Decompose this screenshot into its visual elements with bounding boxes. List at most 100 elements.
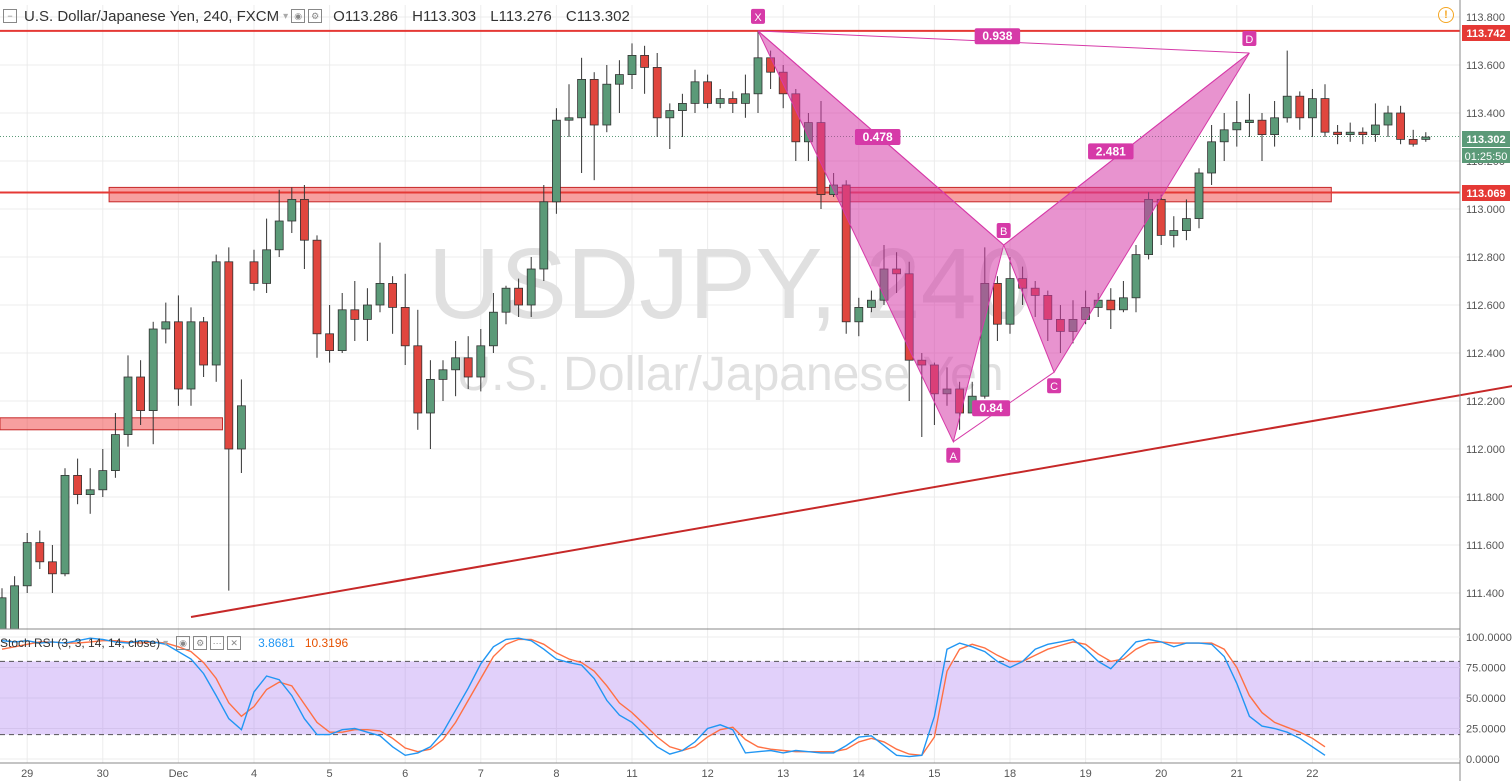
trendline[interactable] [190, 377, 1512, 618]
collapse-icon[interactable]: − [3, 9, 17, 23]
time-tick-label: 14 [853, 768, 865, 780]
bull-candle [577, 79, 586, 119]
bull-candle [1245, 119, 1254, 123]
time-tick-label: 13 [777, 768, 789, 780]
bull-candle [274, 220, 284, 251]
bear-candle [1396, 112, 1405, 140]
indicator-name[interactable]: Stoch RSI (3, 3, 14, 14, close) [0, 636, 161, 650]
high-value: H113.303 [412, 7, 477, 25]
price-tick-label: 113.600 [1466, 60, 1505, 72]
price-tick-label: 112.000 [1466, 444, 1505, 456]
bear-candle [299, 198, 309, 241]
indicator-tick-label: 75.0000 [1466, 663, 1506, 675]
chevron-down-icon[interactable]: ▾ [283, 10, 289, 22]
chevron-down-icon[interactable]: ▾ [163, 637, 169, 649]
d-value: 10.3196 [304, 636, 349, 650]
bear-candle [1295, 95, 1305, 119]
bull-candle [161, 321, 171, 330]
bear-candle [388, 282, 398, 308]
ohlc-values: O113.286 H113.303 L113.276 C113.302 [333, 8, 640, 25]
pattern-point-label: B [1000, 226, 1007, 238]
chart-header: − U.S. Dollar/Japanese Yen, 240, FXCM ▾ … [0, 0, 640, 32]
bull-candle [375, 282, 385, 306]
stoch-rsi-pane: 100.0000 75.0000 50.0000 25.0000 0.0000 [0, 632, 1512, 766]
time-tick-label: 5 [327, 768, 333, 780]
bull-candle [476, 345, 486, 378]
harmonic-pattern[interactable]: X A B C D 0.938 0.478 0.84 2.481 [751, 8, 1257, 463]
bull-candle [22, 542, 32, 587]
pattern-point-a-box [946, 447, 961, 463]
settings-icon[interactable]: ⚙ [193, 636, 208, 650]
time-axis: 29 30 Dec 4 5 6 7 8 11 12 13 14 15 18 19 20 21 22 [0, 762, 1460, 780]
current-price-badge [1462, 131, 1510, 147]
bull-candle [1270, 117, 1279, 136]
countdown-badge [1462, 148, 1510, 163]
bull-candle [539, 201, 549, 270]
close-icon[interactable]: ✕ [227, 636, 242, 650]
bear-candle [1106, 299, 1116, 311]
pattern-ratio-label: 2.481 [1096, 144, 1126, 158]
bull-candle [85, 489, 95, 495]
bear-candle [640, 55, 649, 68]
time-tick-label: 18 [1004, 768, 1016, 780]
pattern-point-x-box [751, 8, 765, 24]
bear-candle [463, 357, 473, 378]
bear-candle [728, 98, 738, 104]
bear-candle [199, 321, 209, 366]
pattern-point-label: A [950, 451, 958, 463]
bull-candle [1131, 254, 1141, 299]
support-resistance-zones [0, 186, 1332, 431]
price-tick-label: 111.600 [1466, 540, 1504, 552]
bull-candle [526, 268, 536, 306]
bull-candle [148, 328, 158, 411]
price-tick-label: 112.600 [1466, 300, 1505, 312]
open-value: O113.286 [333, 7, 398, 25]
indicator-header: Stoch RSI (3, 3, 14, 14, close) ▾ ◉ ⚙ ⋯ … [0, 636, 348, 650]
bull-candle [488, 311, 498, 347]
time-tick-label: 8 [553, 768, 559, 780]
time-tick-label: 29 [21, 768, 33, 780]
time-tick-label: 21 [1231, 768, 1243, 780]
bull-candle [615, 74, 624, 85]
bull-candle [111, 434, 120, 472]
bear-candle [652, 67, 662, 119]
bear-candle [400, 306, 410, 347]
alert-icon[interactable]: ! [1438, 7, 1454, 23]
pattern-point-label: D [1245, 34, 1253, 46]
time-tick-label: 6 [402, 768, 408, 780]
eye-icon[interactable]: ◉ [291, 9, 306, 23]
bull-candle [60, 474, 70, 575]
horizontal-levels[interactable] [0, 29, 1460, 194]
bull-candle [741, 93, 750, 104]
bear-candle [249, 261, 259, 284]
eye-icon[interactable]: ◉ [176, 636, 191, 650]
bear-candle [35, 542, 45, 563]
settings-icon[interactable]: ⚙ [308, 9, 323, 23]
bear-candle [1156, 198, 1166, 236]
trendline-segment [190, 385, 1512, 618]
bull-candle [451, 357, 461, 371]
symbol-title[interactable]: U.S. Dollar/Japanese Yen, 240, FXCM [24, 7, 280, 25]
pattern-point-label: C [1050, 381, 1058, 393]
bull-candle [236, 405, 246, 450]
bear-candle [589, 79, 599, 126]
indicator-tick-label: 25.0000 [1466, 724, 1506, 736]
bull-candle [98, 470, 108, 491]
bear-candle [1257, 119, 1267, 135]
time-tick-label: 11 [626, 768, 637, 780]
bull-candle [690, 81, 700, 104]
bull-candle [627, 55, 637, 76]
more-icon[interactable]: ⋯ [210, 636, 225, 650]
price-tick-label: 112.800 [1466, 252, 1505, 264]
low-value: L113.276 [490, 7, 552, 25]
bear-candle [350, 309, 360, 320]
time-tick-label: 19 [1079, 768, 1091, 780]
bear-candle [224, 261, 234, 450]
support-zone [0, 417, 223, 431]
time-tick-label: 12 [701, 768, 713, 780]
price-tick-label: 113.400 [1466, 108, 1505, 120]
bear-candle [173, 321, 183, 390]
countdown-text: 01:25:50 [1465, 151, 1508, 163]
bear-candle [514, 287, 523, 306]
